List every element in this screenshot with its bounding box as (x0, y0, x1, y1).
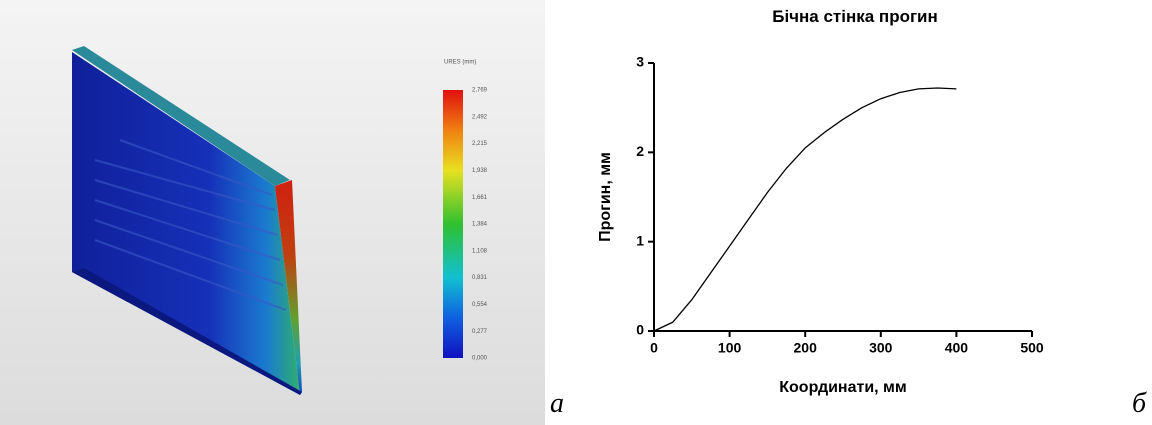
y-axis-label: Прогин, мм (597, 152, 614, 242)
x-tick-label: 100 (718, 340, 742, 356)
x-tick-label: 500 (1020, 340, 1044, 356)
colorbar-label: 0,277 (472, 329, 488, 335)
chart-title: Бічна стінка прогин (772, 7, 938, 26)
colorbar-label: 1,384 (472, 222, 488, 228)
colorbar-label: 0,831 (472, 275, 488, 281)
panel-label: б (1132, 388, 1147, 419)
colorbar-label: 0,000 (472, 356, 488, 362)
x-tick-label: 200 (794, 340, 818, 356)
colorbar-label: 1,938 (472, 168, 488, 174)
x-tick-label: 300 (869, 340, 893, 356)
x-tick-label: 400 (945, 340, 969, 356)
y-tick-label: 3 (636, 54, 644, 70)
x-axis-label: Координати, мм (779, 379, 906, 396)
colorbar-label: 1,661 (472, 195, 488, 201)
colorbar (443, 90, 463, 358)
colorbar-label: 1,108 (472, 248, 488, 254)
figure: URES (mm) а б Бічна стінка прогин Коорди… (0, 0, 1152, 425)
colorbar-label: 0,554 (472, 302, 488, 308)
y-tick-label: 0 (636, 322, 644, 338)
legend-title: URES (mm) (444, 60, 476, 66)
y-tick-label: 1 (636, 232, 644, 248)
colorbar-label: 2,215 (472, 141, 488, 147)
colorbar-label: 2,769 (472, 88, 488, 94)
x-tick-label: 0 (650, 340, 658, 356)
colorbar-label: 2,492 (472, 114, 488, 120)
panel-label: а (550, 388, 564, 419)
data-line (654, 88, 956, 331)
y-tick-label: 2 (636, 143, 644, 159)
